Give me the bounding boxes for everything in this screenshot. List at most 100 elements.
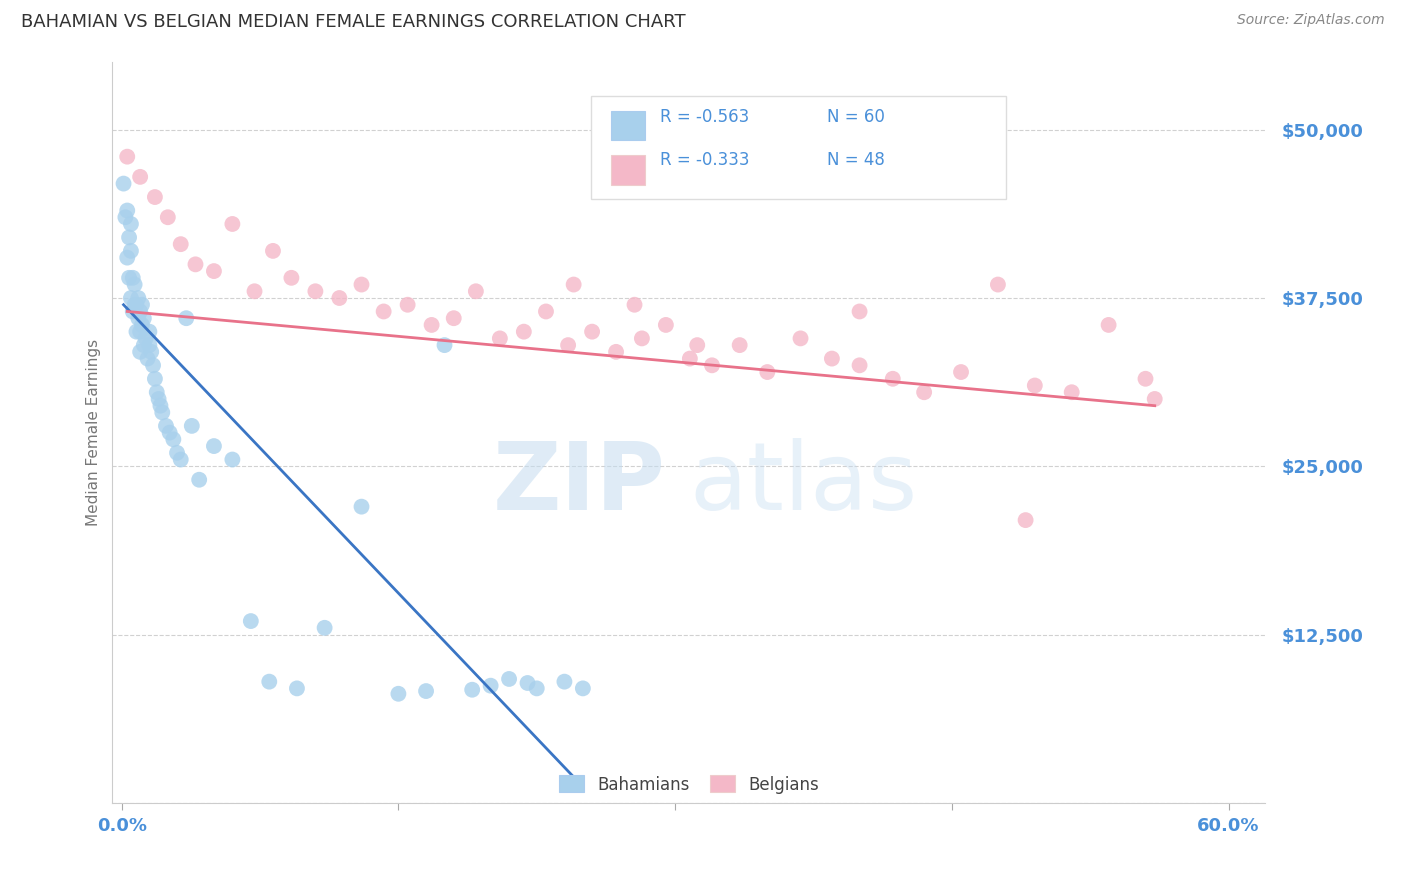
Point bbox=[155, 418, 177, 433]
Point bbox=[464, 285, 486, 299]
Point bbox=[950, 365, 973, 379]
Point bbox=[166, 446, 188, 460]
Point bbox=[188, 473, 211, 487]
Text: BAHAMIAN VS BELGIAN MEDIAN FEMALE EARNINGS CORRELATION CHART: BAHAMIAN VS BELGIAN MEDIAN FEMALE EARNIN… bbox=[21, 13, 686, 31]
Point bbox=[987, 277, 1010, 292]
Point bbox=[143, 190, 166, 204]
Point bbox=[129, 169, 152, 184]
Point bbox=[125, 325, 148, 339]
Point bbox=[631, 331, 654, 345]
Point bbox=[150, 405, 173, 419]
Point bbox=[328, 291, 350, 305]
Point bbox=[120, 244, 142, 258]
Point bbox=[314, 621, 336, 635]
Point bbox=[118, 270, 141, 285]
Point bbox=[679, 351, 702, 366]
Point bbox=[1097, 318, 1119, 332]
Point bbox=[121, 304, 143, 318]
Point bbox=[461, 682, 484, 697]
Point bbox=[120, 291, 142, 305]
Point bbox=[115, 203, 138, 218]
Point bbox=[127, 311, 149, 326]
Text: R = -0.563: R = -0.563 bbox=[661, 108, 749, 127]
Point bbox=[148, 392, 170, 406]
Point bbox=[145, 385, 167, 400]
Point bbox=[526, 681, 548, 696]
Point bbox=[534, 304, 557, 318]
Point bbox=[443, 311, 465, 326]
Point bbox=[170, 452, 193, 467]
Point bbox=[174, 311, 197, 326]
Point bbox=[882, 372, 904, 386]
Point bbox=[131, 298, 153, 312]
Point bbox=[202, 264, 225, 278]
Point bbox=[1135, 372, 1157, 386]
Point bbox=[498, 672, 520, 686]
Point bbox=[259, 674, 281, 689]
Point bbox=[581, 325, 603, 339]
Point bbox=[112, 177, 135, 191]
Point bbox=[655, 318, 678, 332]
Point bbox=[420, 318, 443, 332]
Point bbox=[623, 298, 645, 312]
Point bbox=[373, 304, 395, 318]
Point bbox=[350, 277, 373, 292]
Point bbox=[513, 325, 536, 339]
Point bbox=[479, 679, 502, 693]
Point bbox=[184, 257, 207, 271]
Point bbox=[304, 285, 326, 299]
Point bbox=[562, 277, 585, 292]
Point bbox=[396, 298, 419, 312]
Point bbox=[156, 211, 179, 225]
Point bbox=[115, 150, 138, 164]
Point bbox=[789, 331, 811, 345]
Point bbox=[489, 331, 512, 345]
Point bbox=[433, 338, 456, 352]
Point bbox=[700, 359, 723, 373]
Text: ZIP: ZIP bbox=[494, 439, 666, 531]
Point bbox=[239, 614, 262, 628]
Point bbox=[1014, 513, 1036, 527]
FancyBboxPatch shape bbox=[610, 111, 645, 140]
Point bbox=[912, 385, 935, 400]
Point bbox=[516, 676, 538, 690]
Point bbox=[202, 439, 225, 453]
Point bbox=[136, 351, 159, 366]
Point bbox=[821, 351, 844, 366]
Point bbox=[141, 344, 163, 359]
Point bbox=[124, 298, 146, 312]
Text: atlas: atlas bbox=[689, 439, 917, 531]
Text: R = -0.333: R = -0.333 bbox=[661, 152, 749, 169]
Point bbox=[132, 311, 155, 326]
Point bbox=[135, 331, 157, 345]
Point bbox=[262, 244, 284, 258]
Point bbox=[686, 338, 709, 352]
Point bbox=[350, 500, 373, 514]
Point bbox=[1143, 392, 1166, 406]
Point bbox=[557, 338, 579, 352]
Point bbox=[149, 399, 172, 413]
Point bbox=[1060, 385, 1083, 400]
Point bbox=[127, 291, 149, 305]
Y-axis label: Median Female Earnings: Median Female Earnings bbox=[86, 339, 101, 526]
Point bbox=[387, 687, 409, 701]
Point bbox=[121, 270, 143, 285]
Point bbox=[138, 338, 160, 352]
Text: Source: ZipAtlas.com: Source: ZipAtlas.com bbox=[1237, 13, 1385, 28]
Point bbox=[180, 418, 202, 433]
Point bbox=[170, 237, 193, 252]
Point bbox=[124, 277, 146, 292]
Point bbox=[131, 318, 153, 332]
Text: N = 48: N = 48 bbox=[827, 152, 886, 169]
Point bbox=[143, 372, 166, 386]
Point bbox=[132, 338, 155, 352]
Point bbox=[142, 359, 165, 373]
Point bbox=[243, 285, 266, 299]
Point bbox=[129, 304, 152, 318]
Point bbox=[120, 217, 142, 231]
Point bbox=[125, 298, 148, 312]
Point bbox=[280, 270, 302, 285]
Point bbox=[728, 338, 751, 352]
FancyBboxPatch shape bbox=[591, 95, 1007, 200]
Point bbox=[162, 433, 184, 447]
